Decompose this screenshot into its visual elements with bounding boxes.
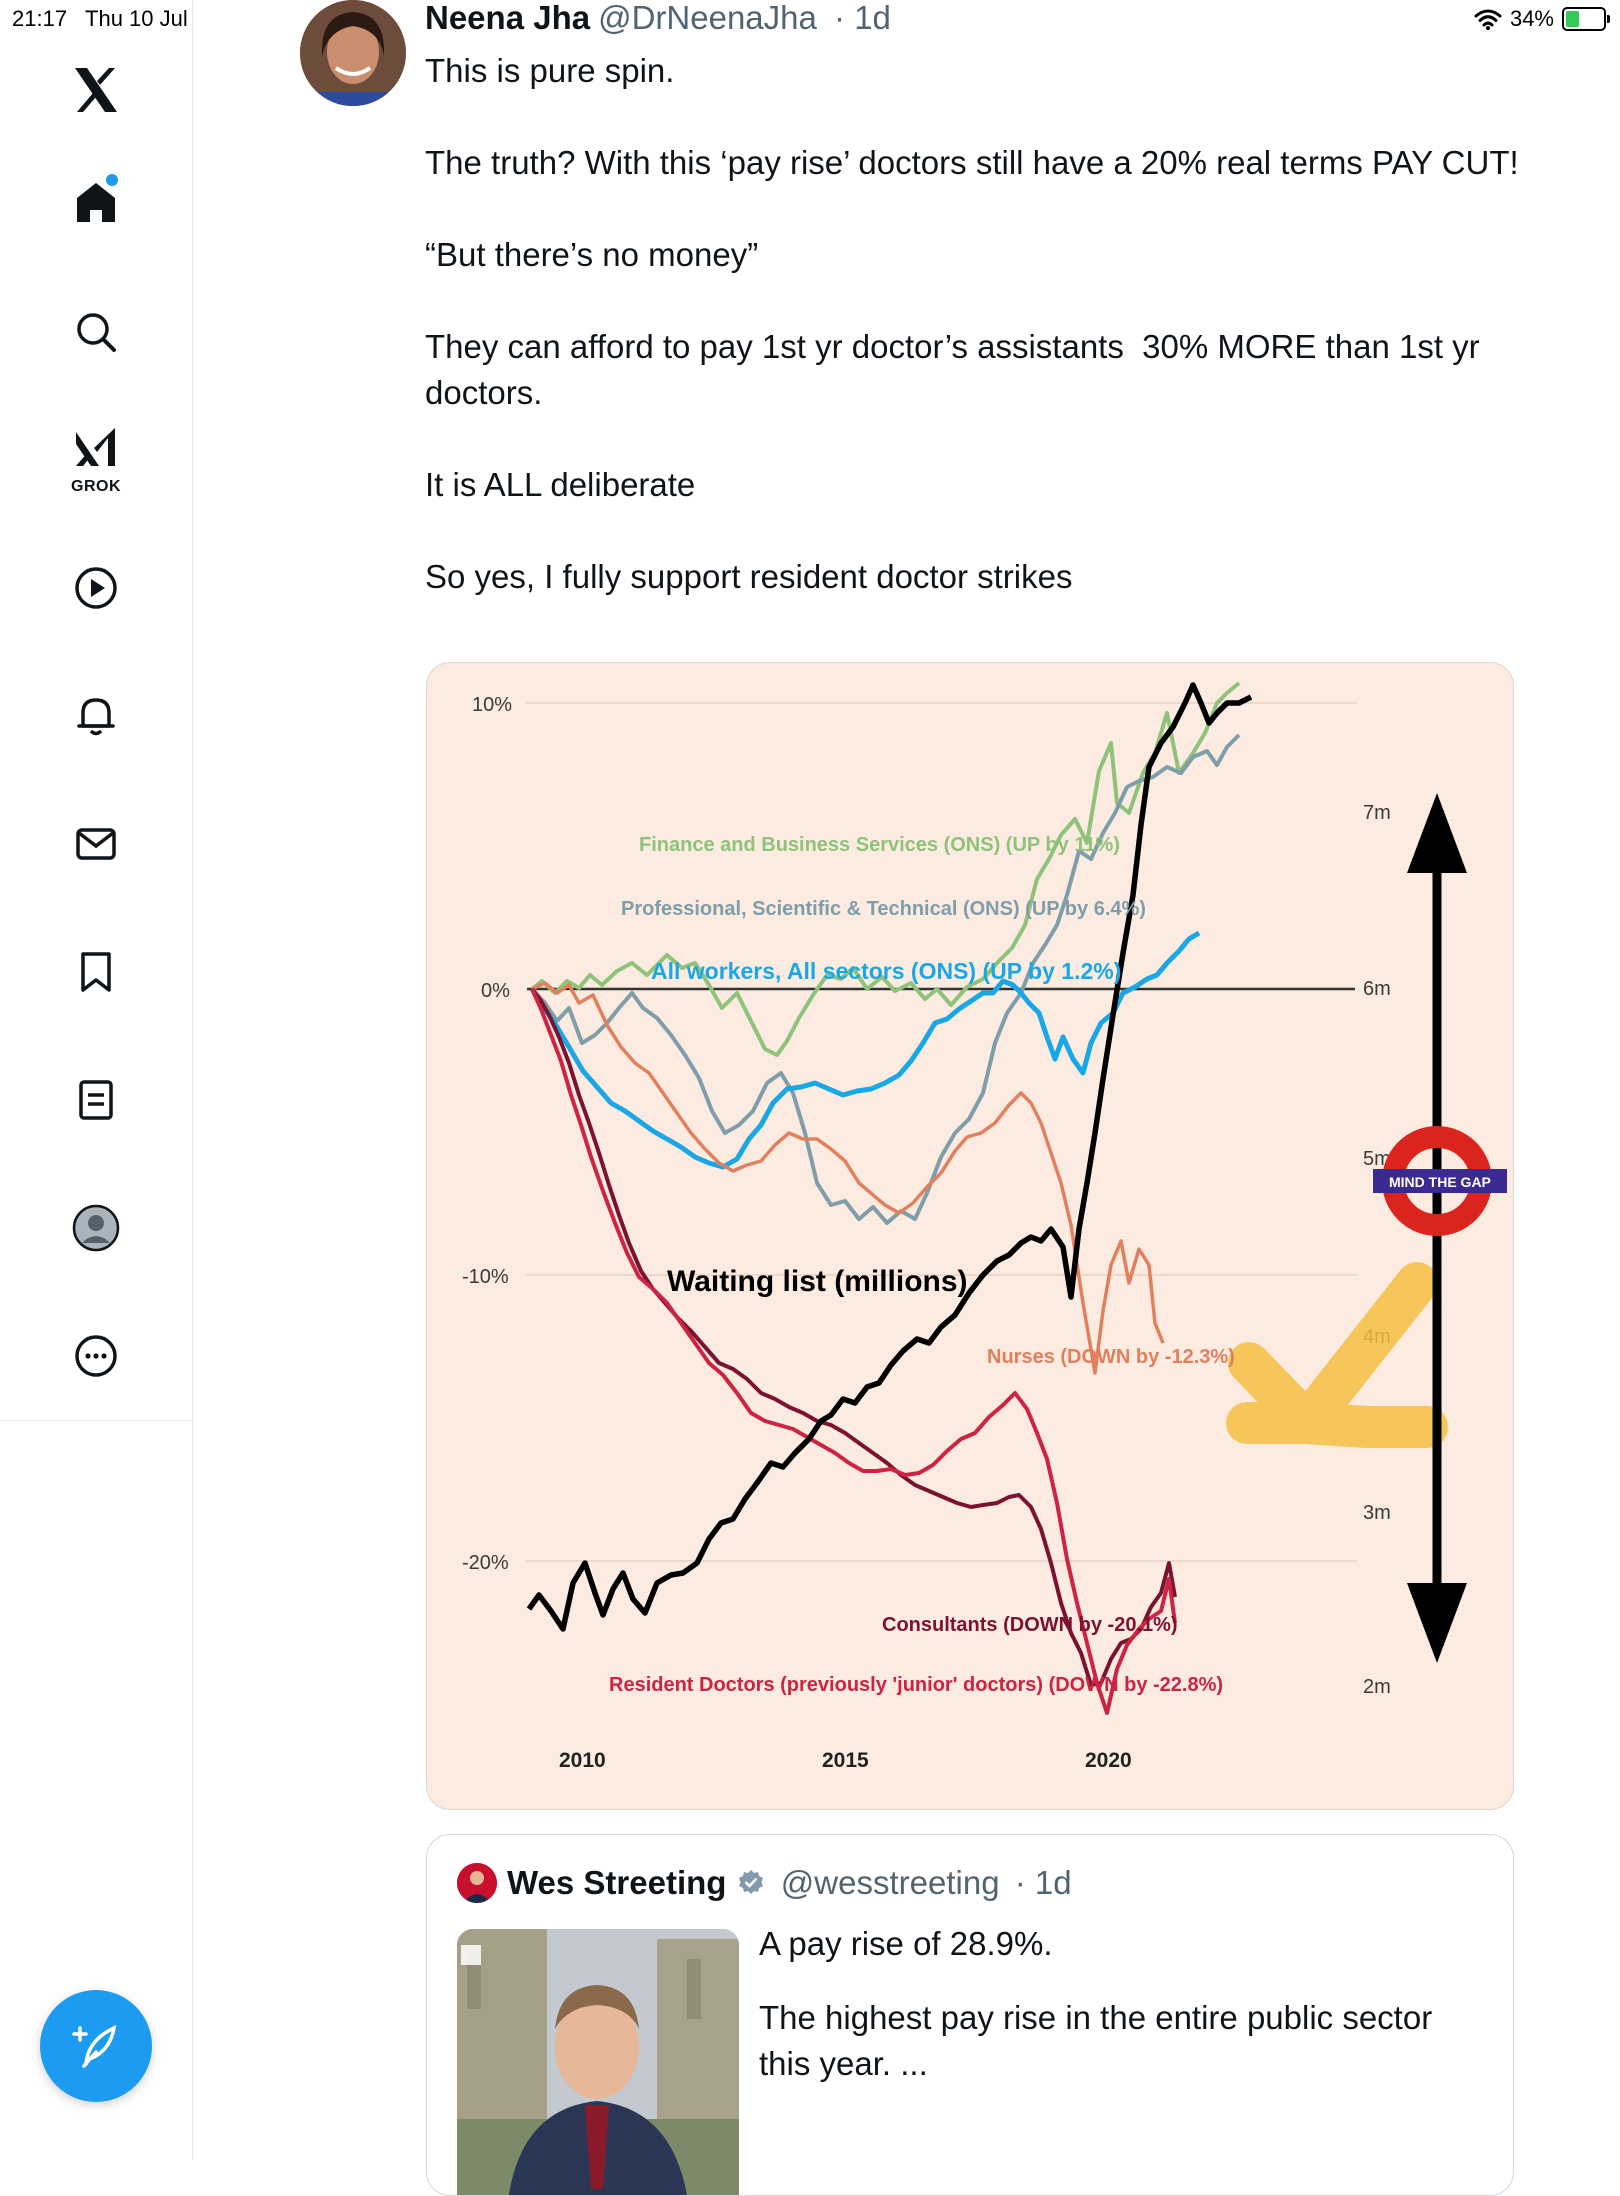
author-avatar[interactable] [300, 0, 406, 106]
left-tick: 0% [481, 980, 510, 1002]
tweet-paragraph: So yes, I fully support resident doctor … [425, 558, 1073, 595]
x-tick: 2015 [822, 1749, 869, 1772]
status-date-text: Thu 10 Jul [85, 6, 188, 31]
label-all-workers: All workers, All sectors (ONS) (UP by 1.… [651, 958, 1121, 984]
roundel-bar [1373, 1169, 1507, 1193]
tweet-text: This is pure spin. The truth? With this … [425, 48, 1535, 646]
gap-arrow-top [1407, 793, 1467, 873]
quote-author-name[interactable]: Wes Streeting [507, 1864, 727, 1901]
series-waiting-list [526, 682, 1253, 1632]
tweet-paragraph: The truth? With this ‘pay rise’ doctors … [425, 144, 1519, 181]
label-resident: Resident Doctors (previously 'junior' do… [609, 1674, 1223, 1696]
list-icon[interactable] [68, 1072, 124, 1128]
quote-paragraph: The highest pay rise in the entire publi… [759, 1999, 1433, 2082]
tweet-time[interactable]: · 1d [834, 0, 891, 36]
more-icon[interactable] [68, 1328, 124, 1384]
grok-icon[interactable] [68, 422, 124, 478]
tweet-header: Neena Jha @DrNeenaJha · 1d [425, 0, 891, 36]
tweet-paragraph: It is ALL deliberate [425, 466, 696, 503]
roundel-text: MIND THE GAP [1389, 1174, 1491, 1190]
series-finance [530, 681, 1241, 1057]
left-tick: -20% [462, 1552, 509, 1574]
quote-text: A pay rise of 28.9%. The highest pay ris… [759, 1921, 1479, 2115]
sidebar: GROK [0, 0, 193, 2160]
quote-time[interactable]: · 1d [1014, 1864, 1072, 1901]
right-tick: 2m [1363, 1676, 1391, 1698]
label-nurses: Nurses (DOWN by -12.3%) [987, 1346, 1235, 1368]
status-time: 21:17 Thu 10 Jul [12, 6, 188, 32]
label-professional: Professional, Scientific & Technical (ON… [621, 898, 1146, 920]
author-handle[interactable]: @DrNeenaJha [598, 0, 817, 36]
author-name[interactable]: Neena Jha [425, 0, 591, 36]
yellow-arrow [1226, 1262, 1448, 1448]
compose-icon [72, 2024, 117, 2068]
tweet-paragraph: This is pure spin. [425, 52, 675, 89]
tweet-paragraph: “But there’s no money” [425, 236, 759, 273]
quote-tweet-card[interactable]: Wes Streeting @wesstreeting · 1d A pay r… [426, 1834, 1514, 2196]
series-all-workers [529, 930, 1201, 1170]
search-icon[interactable] [68, 304, 124, 360]
right-tick: 5m [1363, 1148, 1391, 1170]
x-tick: 2020 [1085, 1749, 1132, 1772]
label-finance: Finance and Business Services (ONS) (UP … [639, 834, 1120, 856]
mail-icon[interactable] [68, 816, 124, 872]
quote-paragraph: A pay rise of 28.9%. [759, 1925, 1053, 1962]
gap-arrow-bottom [1407, 1583, 1467, 1663]
chart-svg: 10% 0% -10% -20% 7m 6m 5m 4m 3m 2m 2010 … [462, 681, 1507, 1772]
x-tick: 2010 [559, 1749, 606, 1772]
battery-percent: 34% [1509, 6, 1554, 31]
left-tick: 10% [472, 694, 512, 716]
tweet-media-chart[interactable]: 10% 0% -10% -20% 7m 6m 5m 4m 3m 2m 2010 … [426, 662, 1514, 1810]
quote-header: Wes Streeting @wesstreeting · 1d [507, 1863, 1072, 1903]
series-nurses [531, 981, 1165, 1375]
notification-dot [106, 174, 118, 186]
video-icon[interactable] [68, 560, 124, 616]
right-tick: 7m [1363, 802, 1391, 824]
label-consultants: Consultants (DOWN by -20.1%) [882, 1614, 1178, 1636]
sidebar-divider [0, 1420, 192, 1421]
series-resident [530, 988, 1177, 1715]
quote-media-thumbnail[interactable] [457, 1929, 739, 2195]
tweet-paragraph: They can afford to pay 1st yr doctor’s a… [425, 328, 1489, 411]
quote-author-handle[interactable]: @wesstreeting [780, 1864, 1000, 1901]
series-professional [530, 733, 1241, 1225]
left-tick: -10% [462, 1266, 509, 1288]
quote-author-avatar[interactable] [457, 1863, 497, 1903]
home-icon[interactable] [68, 174, 124, 230]
right-tick: 3m [1363, 1502, 1391, 1524]
right-tick: 6m [1363, 978, 1391, 1000]
verified-badge-icon [738, 1870, 763, 1894]
profile-icon[interactable] [68, 1200, 124, 1256]
grok-label: GROK [71, 478, 121, 495]
label-waiting-list: Waiting list (millions) [667, 1265, 968, 1298]
status-right: 34% [1474, 6, 1610, 32]
compose-button[interactable] [40, 1990, 152, 2102]
battery-icon [1562, 7, 1610, 31]
status-time-text: 21:17 [12, 6, 68, 31]
wifi-icon [1474, 9, 1502, 30]
bookmark-icon[interactable] [68, 944, 124, 1000]
bell-icon[interactable] [68, 688, 124, 744]
series-consultants [530, 987, 1177, 1687]
x-logo-icon[interactable] [68, 62, 124, 118]
